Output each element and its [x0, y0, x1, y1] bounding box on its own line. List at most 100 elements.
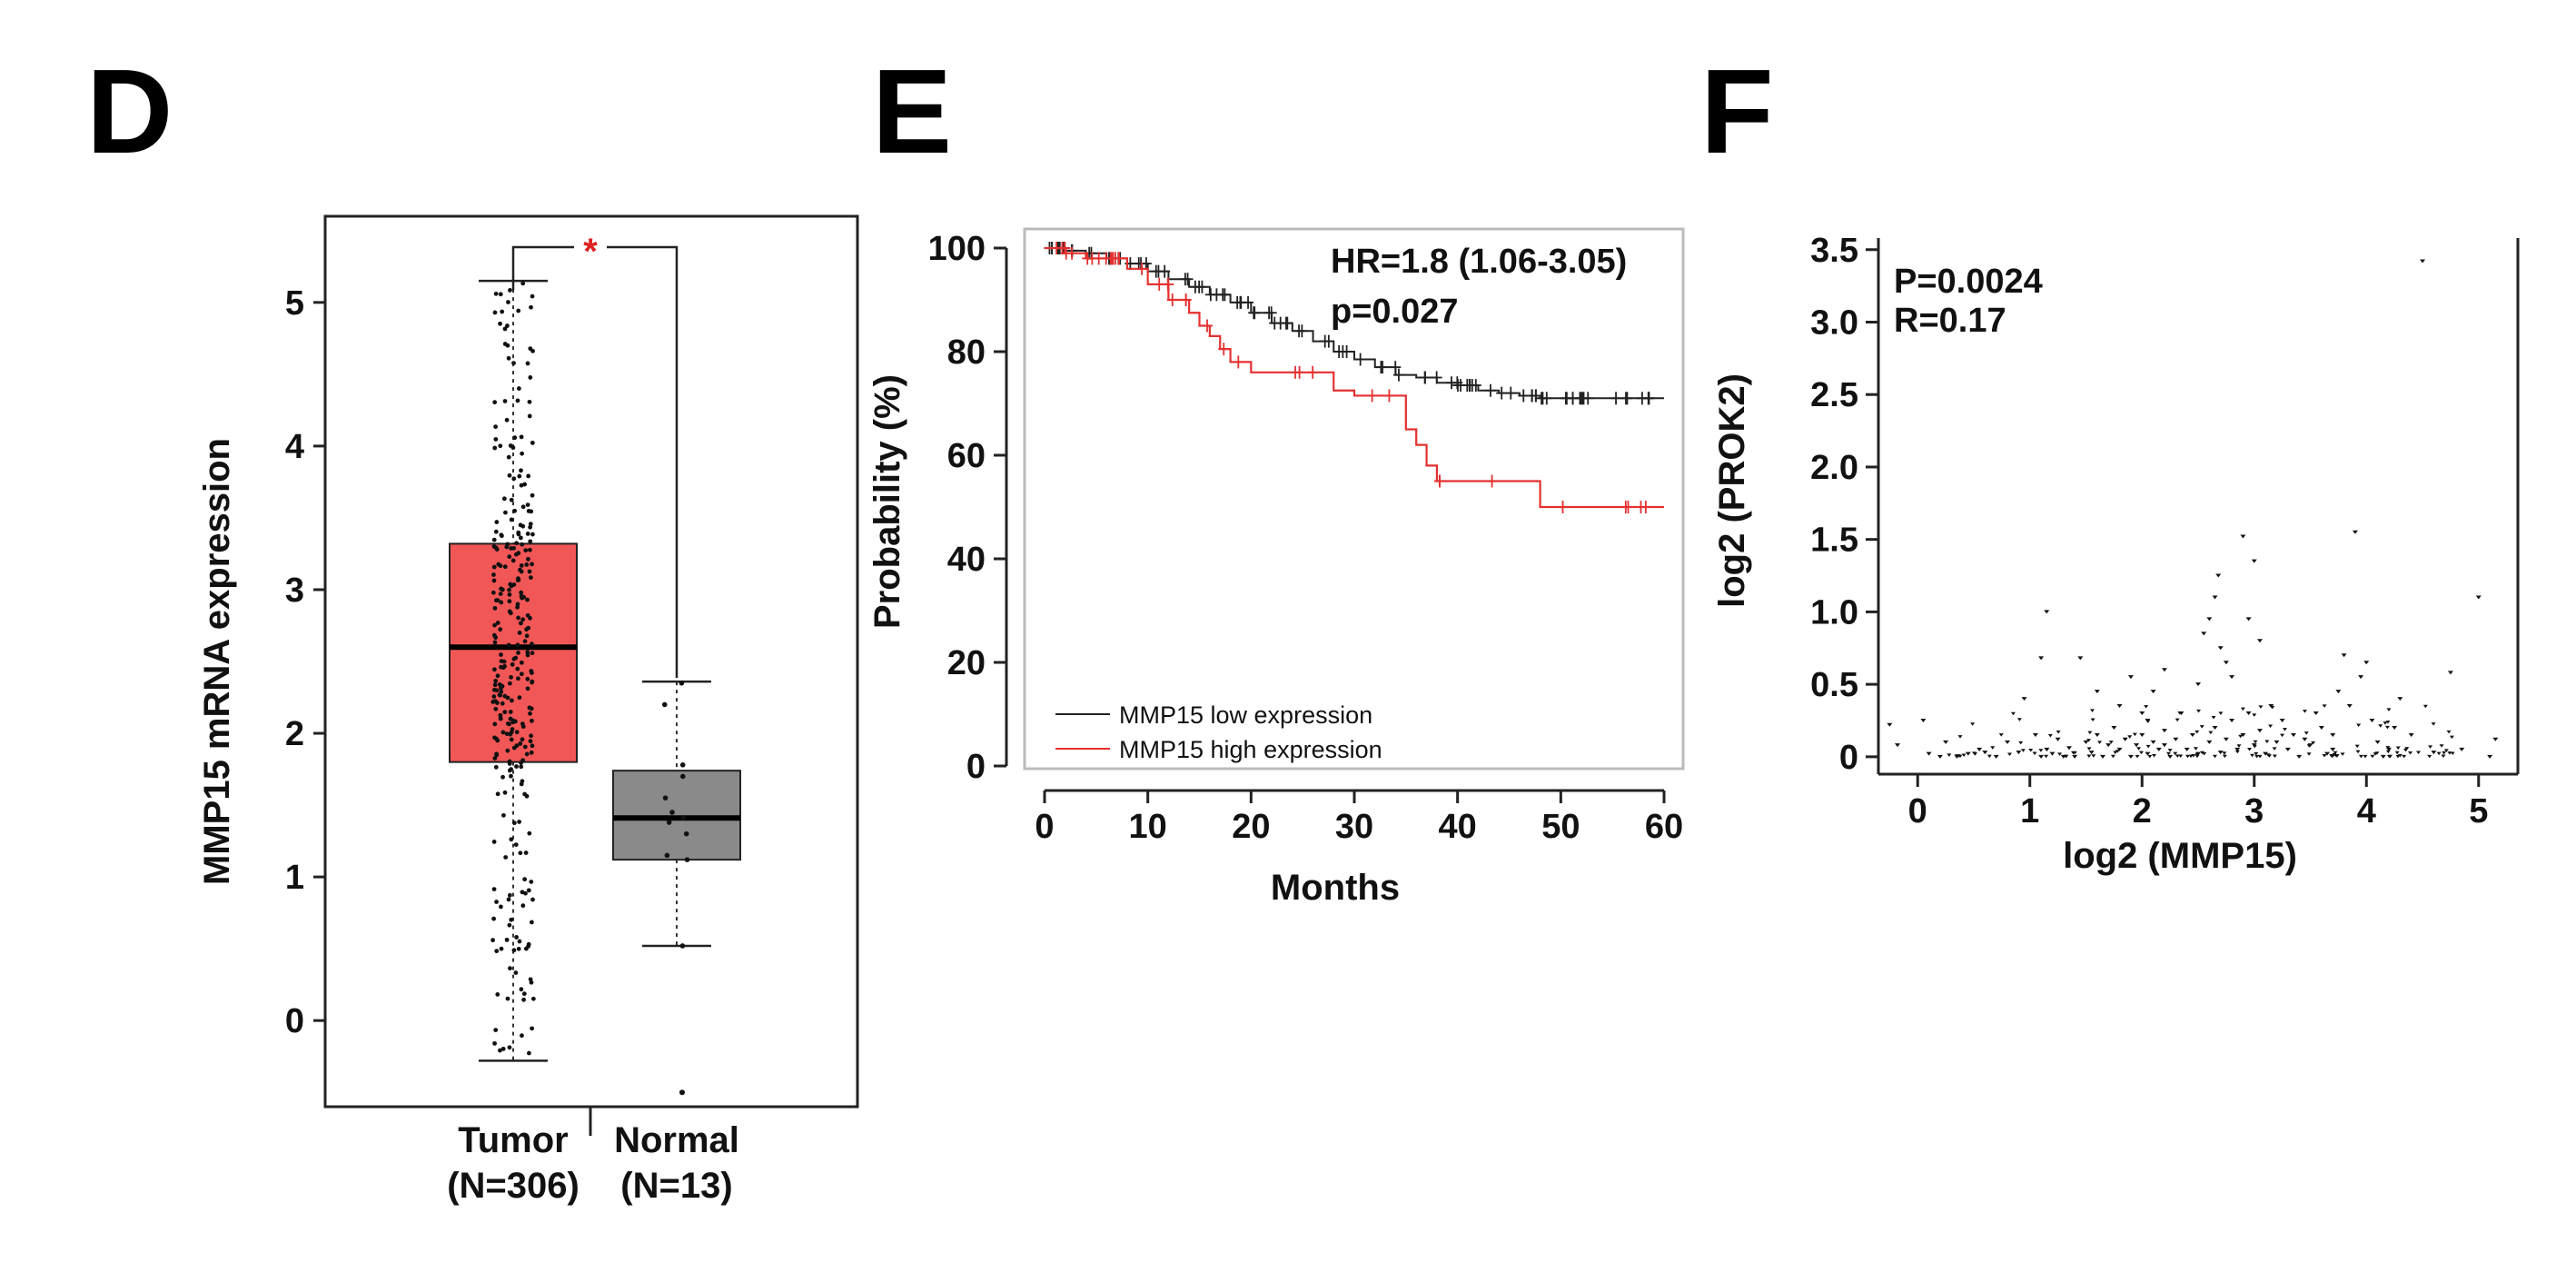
panel-f-letter: F: [1700, 45, 1774, 178]
panel-d-letter: D: [86, 45, 173, 178]
scatter-point: [2145, 720, 2151, 723]
tumor-point: [500, 774, 505, 780]
tumor-point: [502, 564, 508, 570]
scatter-point: [1986, 754, 1992, 759]
scatter-point: [2218, 711, 2224, 715]
tumor-point: [494, 736, 499, 741]
tumor-point: [510, 445, 516, 451]
tumor-point: [519, 987, 524, 992]
tumor-point: [526, 1050, 531, 1056]
tumor-point: [525, 676, 530, 681]
tumor-point: [519, 434, 524, 440]
scatter-point: [2110, 754, 2115, 759]
scatter-point: [2108, 741, 2114, 744]
tumor-point: [502, 693, 508, 699]
tumor-point: [523, 890, 528, 896]
scatter-point: [2441, 754, 2446, 759]
tumor-point: [520, 451, 525, 456]
tumor-point: [516, 308, 521, 313]
scatter-point: [2245, 617, 2252, 622]
tumor-point: [493, 437, 499, 442]
tumor-point: [509, 737, 514, 742]
scatter-point: [2145, 744, 2151, 749]
scatter-point: [2175, 718, 2180, 722]
scatter-point: [2091, 754, 2096, 758]
tumor-point: [499, 686, 503, 691]
scatter-point: [2346, 704, 2353, 709]
scatter-point: [2222, 754, 2227, 759]
scatter-point: [1920, 719, 1927, 722]
scatter-point: [2097, 741, 2103, 744]
tumor-point: [501, 496, 507, 502]
scatter-point: [2185, 754, 2190, 759]
tumor-point: [507, 554, 512, 560]
tumor-point: [520, 724, 526, 730]
scatter-point: [2408, 732, 2414, 737]
scatter-point: [2161, 668, 2167, 672]
significance-star-background: [574, 238, 607, 258]
tumor-point: [513, 970, 519, 975]
x-tick-label: 0: [1035, 808, 1054, 846]
scatter-point: [2127, 754, 2134, 759]
panel-f-ylabel: log2 (PROK2): [1712, 373, 1752, 608]
x-tick-label: 0: [1908, 792, 1927, 830]
tumor-point: [523, 850, 529, 855]
scatter-point: [2254, 751, 2259, 756]
tumor-point: [524, 751, 530, 757]
scatter-point: [2431, 722, 2436, 726]
tumor-point: [529, 733, 534, 739]
scatter-point: [2397, 697, 2403, 701]
tumor-point: [527, 830, 532, 836]
scatter-point: [1894, 743, 1900, 748]
tumor-point: [502, 663, 507, 669]
scatter-point: [2431, 751, 2437, 755]
tumor-point: [516, 577, 521, 582]
tumor-point: [499, 689, 504, 694]
tumor-point: [527, 399, 532, 404]
scatter-point: [2161, 743, 2167, 748]
y-tick-label: 4: [285, 428, 304, 466]
scatter-point: [2206, 740, 2213, 744]
tumor-point: [495, 991, 500, 997]
tumor-point: [503, 510, 508, 515]
y-tick-label: 40: [947, 541, 986, 579]
scatter-point: [2306, 744, 2312, 748]
tumor-point: [529, 920, 534, 925]
y-tick-label: 1.5: [1810, 522, 1858, 560]
tumor-point: [494, 688, 500, 693]
scatter-point: [2139, 732, 2145, 737]
scatter-point: [2234, 747, 2241, 751]
tumor-point: [491, 694, 497, 699]
tumor-point: [510, 661, 515, 667]
tumor-point: [516, 551, 521, 556]
tumor-point: [507, 609, 512, 614]
scatter-point: [2028, 748, 2034, 752]
tumor-point: [526, 473, 531, 479]
tumor-point: [504, 544, 510, 550]
tumor-point: [499, 904, 503, 910]
scatter-point: [2088, 751, 2095, 755]
scatter-point: [2147, 754, 2153, 759]
panel-e-plot: [1044, 242, 1664, 513]
normal-point: [684, 857, 690, 862]
tumor-point: [526, 888, 531, 893]
scatter-point: [2116, 747, 2123, 751]
scatter-point: [2268, 724, 2274, 728]
tumor-point: [522, 791, 528, 797]
scatter-point: [1965, 751, 1971, 756]
tumor-point: [493, 678, 499, 683]
tumor-point: [498, 321, 502, 326]
tumor-point: [505, 996, 510, 1001]
scatter-point: [2173, 737, 2179, 741]
tumor-point: [526, 943, 531, 949]
scatter-point: [2212, 595, 2218, 600]
tumor-point: [498, 443, 503, 449]
scatter-point: [2247, 747, 2253, 751]
scatter-point: [2134, 743, 2140, 748]
tumor-point: [492, 682, 498, 688]
scatter-point: [2189, 732, 2195, 737]
panel-d-plot: [449, 238, 741, 1096]
tumor-point: [528, 539, 533, 544]
scatter-point: [2195, 730, 2200, 734]
scatter-point: [2208, 731, 2214, 735]
